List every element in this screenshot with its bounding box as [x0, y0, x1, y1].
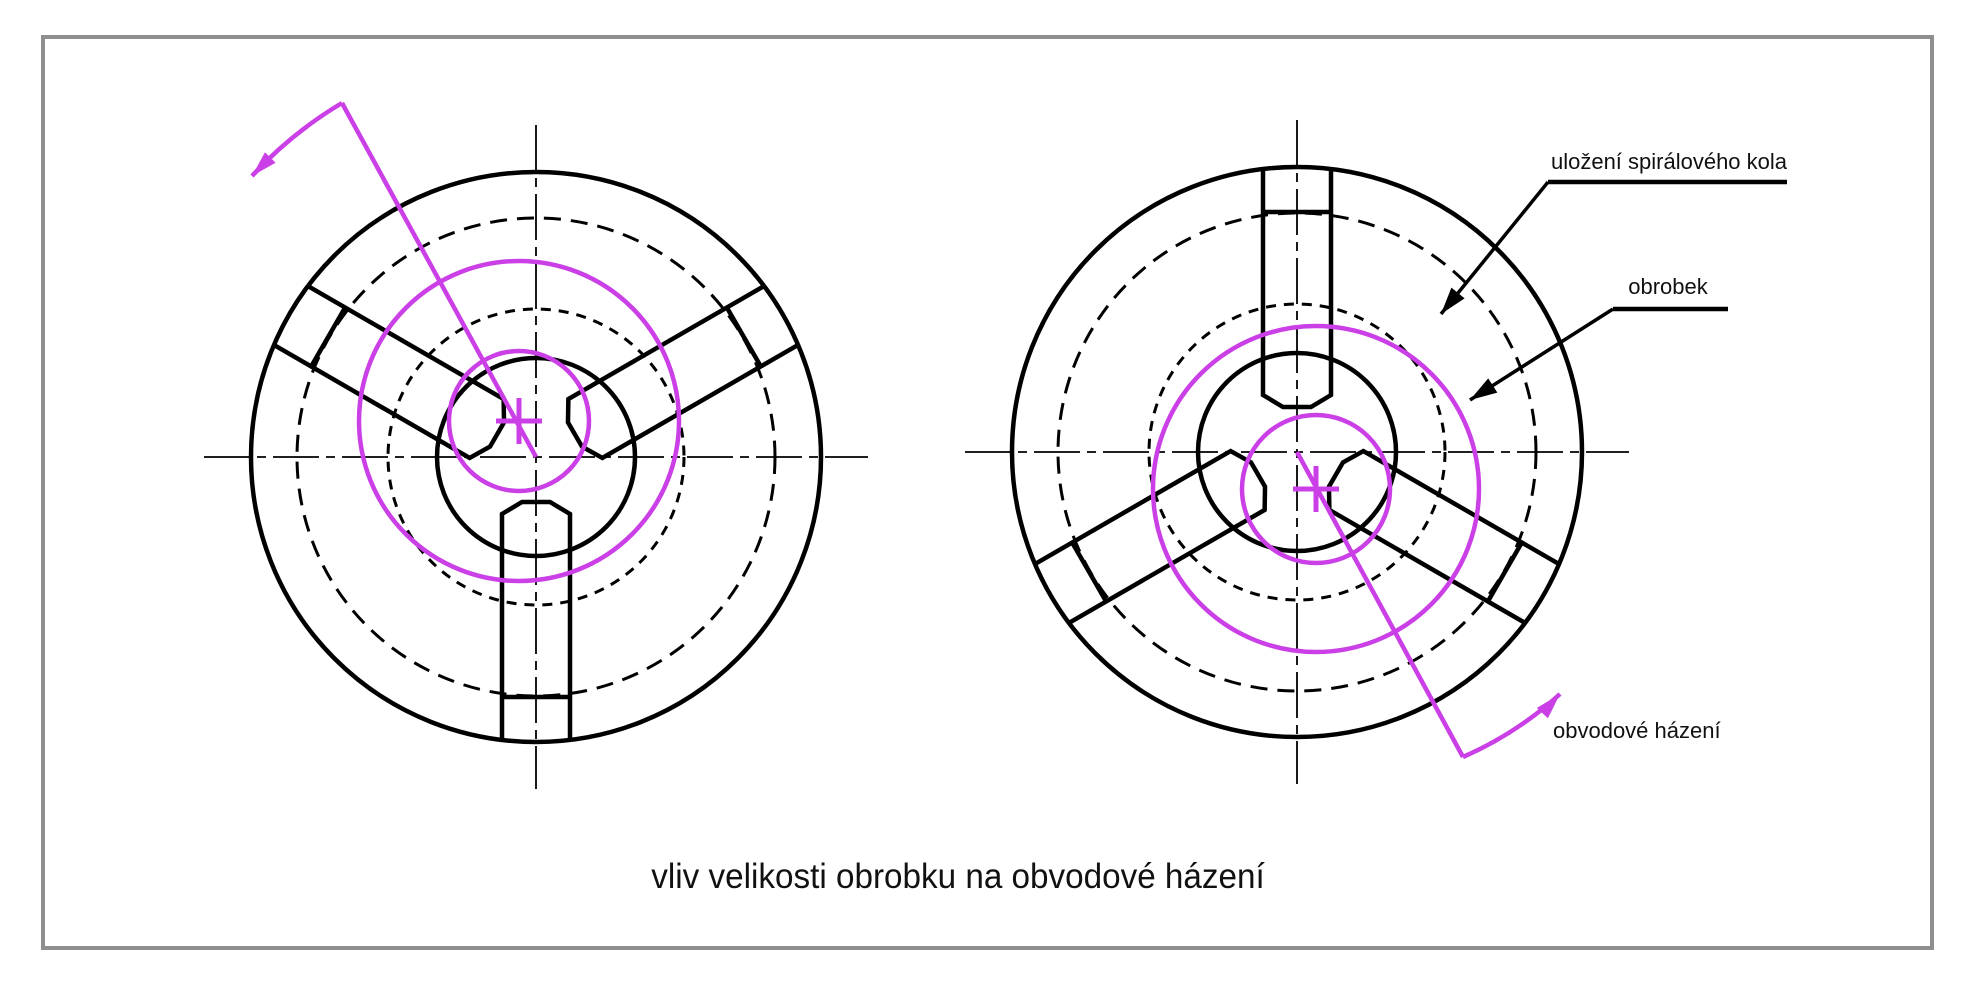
chuck-jaw [272, 284, 507, 461]
workpiece-overlay [250, 101, 682, 584]
drawing-border-frame [41, 35, 1934, 950]
runout-leader-line [1295, 450, 1465, 759]
scroll-seat-outer-hidden-circle [295, 216, 777, 698]
obrobek-arrowhead [1470, 378, 1498, 400]
chuck-body-circle [248, 169, 824, 745]
chuck-jaw [499, 499, 573, 740]
jaw-slot-outline [1033, 448, 1268, 625]
jaw-slot-outline [565, 284, 800, 461]
chuck-bore-circle [1195, 350, 1399, 554]
jaw-back-cap-line [1070, 541, 1109, 603]
label-ulozeni-spiraloveho-kola: uložení spirálového kola [1551, 149, 1788, 174]
obrobek-leader-line [1469, 307, 1614, 402]
jaw-slot-outline [499, 499, 573, 740]
jaw-slot-outline [1260, 169, 1334, 410]
jaw-back-cap-line [724, 306, 763, 368]
scroll-seat-inner-hidden-circle [1147, 302, 1447, 602]
label-obvodove-hazeni: obvodové házení [1553, 718, 1721, 743]
jaw-slot-outline [272, 284, 507, 461]
chuck-bore-circle [434, 355, 638, 559]
ulozeni-arrowhead [1441, 287, 1465, 314]
label-obrobek: obrobek [1628, 274, 1709, 299]
workpiece-inner-circle [446, 348, 592, 494]
jaw-slot-outline [1326, 448, 1561, 625]
workpiece-inner-circle [1239, 412, 1393, 566]
chuck-jaw [565, 284, 800, 461]
runout-arrowhead [1536, 694, 1560, 719]
chuck-body-circle [1009, 164, 1585, 740]
chuck-jaw [1033, 448, 1268, 625]
runout-arrowhead [252, 152, 276, 176]
runout-leader-line [340, 101, 538, 459]
workpiece-outer-circle [1150, 323, 1482, 655]
chuck-jaw [1326, 448, 1561, 625]
jaw-back-cap-line [1485, 541, 1524, 603]
workpiece-outer-circle [356, 258, 682, 584]
jaw-back-cap-line [309, 306, 348, 368]
ulozeni-leader-line [1439, 180, 1550, 316]
scroll-seat-outer-hidden-circle [1056, 211, 1538, 693]
chuck-left [204, 101, 868, 789]
chuck-jaw [1260, 169, 1334, 410]
caption-title: vliv velikosti obrobku na obvodové házen… [651, 857, 1265, 896]
workpiece-overlay [1150, 323, 1562, 760]
annotations [1439, 179, 1787, 402]
scroll-seat-inner-hidden-circle [386, 307, 686, 607]
chuck-right [965, 120, 1629, 784]
